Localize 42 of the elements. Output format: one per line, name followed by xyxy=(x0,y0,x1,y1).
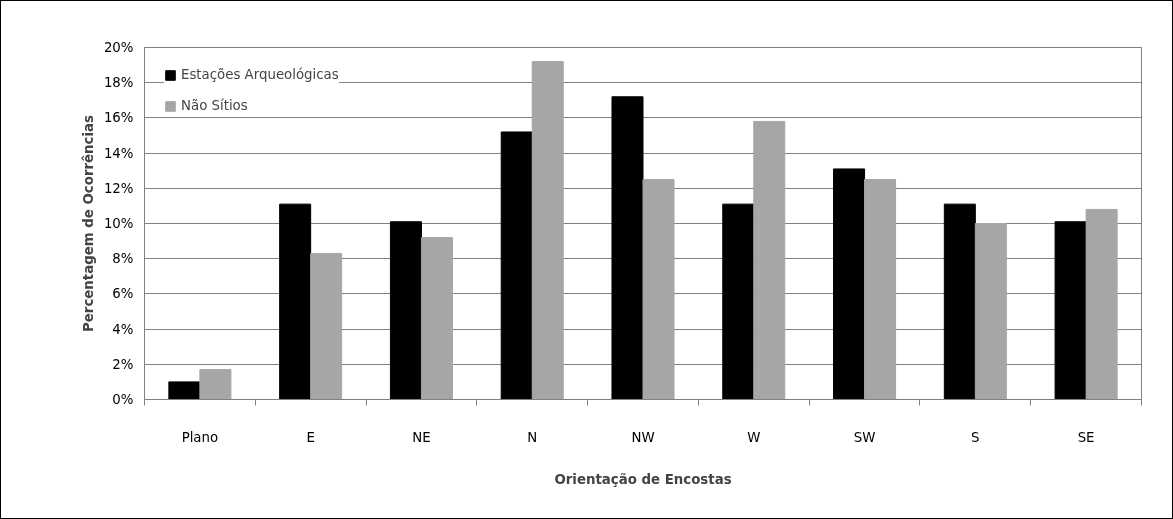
x-tick-label: E xyxy=(306,429,315,445)
x-tick-label: W xyxy=(747,429,761,445)
y-tick-label: 14% xyxy=(103,145,134,161)
x-tick-label: Plano xyxy=(181,429,219,445)
y-axis-title: Percentagem de Ocorrências xyxy=(80,114,96,332)
bar xyxy=(500,131,533,400)
bar xyxy=(722,203,755,400)
bar xyxy=(1085,208,1118,400)
y-tick-label: 0% xyxy=(112,392,134,407)
x-tick-label: NE xyxy=(412,429,431,445)
x-tick-label: S xyxy=(971,429,980,445)
bar xyxy=(864,179,897,400)
bar xyxy=(974,223,1007,400)
y-tick-label: 2% xyxy=(112,356,134,372)
bar xyxy=(753,120,786,400)
y-tick-label: 6% xyxy=(112,286,134,302)
x-tick-label: NW xyxy=(631,429,655,445)
bar xyxy=(420,237,453,400)
bar xyxy=(943,203,976,400)
bar xyxy=(310,252,343,400)
bar xyxy=(642,179,675,400)
y-tick-label: 20% xyxy=(103,40,134,55)
legend-label: Estações Arqueológicas xyxy=(181,67,339,82)
bar xyxy=(199,369,232,400)
bar xyxy=(531,61,564,400)
legend-label: Não Sítios xyxy=(181,98,248,113)
bar xyxy=(611,96,644,400)
y-tick-label: 16% xyxy=(103,110,134,126)
x-tick-label: SE xyxy=(1077,429,1095,445)
y-tick-label: 18% xyxy=(103,75,134,91)
bar xyxy=(1054,221,1087,400)
x-tick-label: SW xyxy=(853,429,876,445)
y-tick-label: 4% xyxy=(112,321,134,337)
bar xyxy=(389,221,422,400)
y-tick-label: 12% xyxy=(103,180,134,196)
x-axis-title: Orientação de Encostas xyxy=(554,471,732,487)
x-tick-label: N xyxy=(527,429,538,445)
bar xyxy=(279,203,312,400)
y-tick-label: 8% xyxy=(112,251,134,267)
y-tick-label: 10% xyxy=(103,216,134,231)
bar xyxy=(168,381,201,400)
bar xyxy=(833,168,866,400)
